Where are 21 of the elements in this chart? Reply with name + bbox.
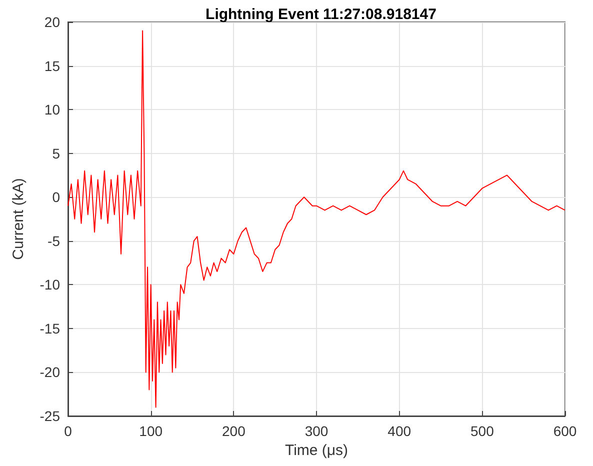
y-tick-label: 0 xyxy=(52,189,60,206)
y-tick-label: -20 xyxy=(40,364,60,380)
x-tick-label: 500 xyxy=(470,423,494,439)
x-axis-title: Time (μs) xyxy=(284,442,348,459)
x-tick-label: 100 xyxy=(139,423,163,439)
y-tick-label: -25 xyxy=(40,408,60,424)
y-tick-label: 15 xyxy=(44,58,60,74)
x-tick-label: 0 xyxy=(64,423,72,439)
y-tick-label: -15 xyxy=(40,320,60,336)
line-series xyxy=(68,30,566,408)
y-tick-label: 5 xyxy=(52,145,60,162)
y-tick-label: 20 xyxy=(44,14,60,30)
y-tick-label: -5 xyxy=(48,232,60,249)
y-tick-label: 10 xyxy=(44,102,60,118)
x-tick-label: 300 xyxy=(304,423,328,439)
y-axis-title: Current (kA) xyxy=(10,178,27,260)
x-tick-label: 200 xyxy=(222,423,246,439)
y-tick-label: -10 xyxy=(40,276,60,293)
x-tick-label: 400 xyxy=(388,423,412,439)
chart-title: Lightning Event 11:27:08.918147 xyxy=(206,6,436,23)
x-tick-label: 600 xyxy=(553,423,577,439)
